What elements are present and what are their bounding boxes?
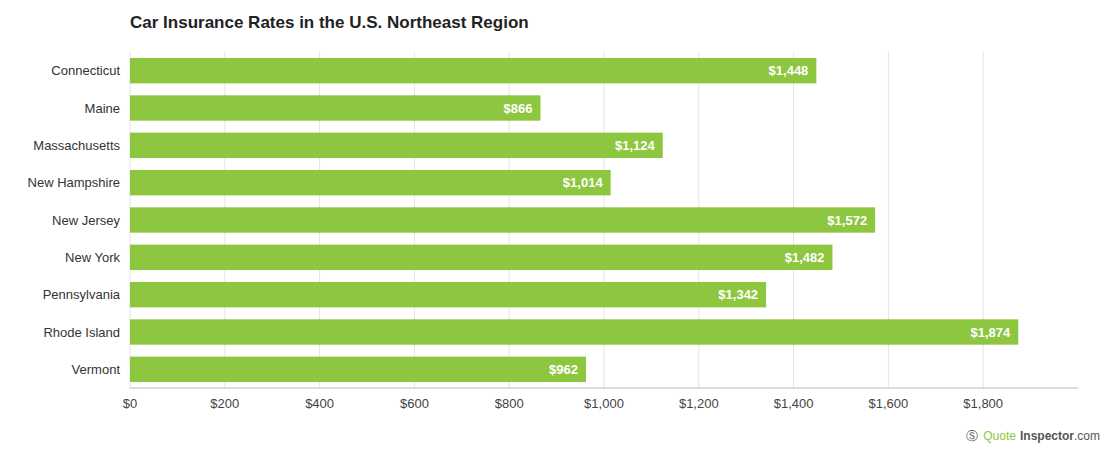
x-tick-label: $1,000	[584, 396, 624, 411]
background	[0, 0, 1114, 450]
x-tick-label: $1,400	[774, 396, 814, 411]
bar	[130, 170, 611, 195]
y-tick-labels: Connecticut Maine Massachusetts New Hampshi…	[28, 63, 121, 377]
data-label: $962	[549, 362, 578, 377]
data-label: $1,874	[971, 325, 1012, 340]
x-tick-label: $800	[495, 396, 524, 411]
category-label: Vermont	[72, 362, 121, 377]
bar	[130, 133, 663, 158]
x-tick-labels: $0 $200 $400 $600 $800 $1,000 $1,200 $1,400 $1,6…	[123, 396, 1003, 411]
data-labels: $1,448 $866 $1,124 $1,014 $1,572 $1,482 $1,342…	[504, 63, 1011, 377]
bars	[130, 58, 1018, 382]
watermark: Ⓢ Quote Inspector.com	[966, 429, 1100, 443]
category-label: New Jersey	[52, 213, 120, 228]
bar	[130, 319, 1018, 344]
category-label: Rhode Island	[43, 325, 120, 340]
watermark-part: Inspector	[1020, 429, 1074, 443]
bar	[130, 207, 875, 232]
chart: Car Insurance Rates in the U.S. Northeas…	[0, 0, 1114, 450]
x-tick-label: $1,800	[963, 396, 1003, 411]
category-label: New York	[65, 250, 120, 265]
bar	[130, 357, 586, 382]
x-tick-label: $600	[400, 396, 429, 411]
data-label: $1,572	[827, 213, 867, 228]
category-label: Pennsylvania	[43, 287, 121, 302]
bar	[130, 245, 832, 270]
data-label: $1,014	[563, 175, 604, 190]
category-label: Massachusetts	[33, 138, 120, 153]
watermark-part: .com	[1074, 429, 1100, 443]
x-tick-label: $1,600	[869, 396, 909, 411]
x-tick-label: $400	[305, 396, 334, 411]
data-label: $1,448	[769, 63, 809, 78]
watermark-part: Quote	[983, 429, 1016, 443]
data-label: $866	[504, 101, 533, 116]
x-tick-label: $1,200	[679, 396, 719, 411]
data-label: $1,482	[785, 250, 825, 265]
x-tick-label: $200	[210, 396, 239, 411]
bar	[130, 95, 540, 120]
bar	[130, 282, 766, 307]
x-axis-line	[130, 388, 1078, 389]
category-label: Connecticut	[51, 63, 120, 78]
category-label: New Hampshire	[28, 175, 120, 190]
x-tick-label: $0	[123, 396, 137, 411]
bar	[130, 58, 816, 83]
category-label: Maine	[85, 101, 120, 116]
data-label: $1,124	[615, 138, 656, 153]
watermark-part: Ⓢ	[966, 429, 978, 443]
title: Car Insurance Rates in the U.S. Northeas…	[130, 13, 529, 32]
data-label: $1,342	[718, 287, 758, 302]
page: {"chart_data": { "type": "bar", "orienta…	[0, 0, 1114, 450]
